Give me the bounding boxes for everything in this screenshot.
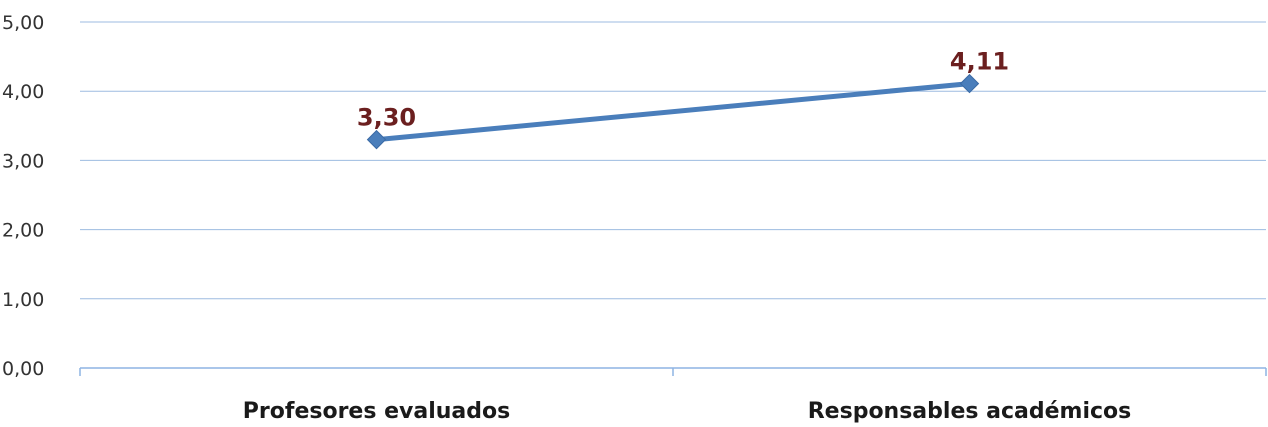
data-label: 3,30: [357, 104, 416, 132]
y-tick-label: 4,00: [2, 81, 44, 103]
y-tick-label: 2,00: [2, 220, 44, 242]
y-tick-label: 1,00: [2, 289, 44, 311]
data-labels: 3,30 4,11: [357, 48, 1009, 132]
x-tick-label: Profesores evaluados: [243, 399, 510, 424]
y-tick-label: 5,00: [2, 12, 44, 34]
x-tick-label: Responsables académicos: [808, 399, 1132, 424]
y-axis-tick-labels: 0,00 1,00 2,00 3,00 4,00 5,00: [2, 12, 44, 380]
y-tick-label: 0,00: [2, 358, 44, 380]
data-point-marker: [366, 129, 387, 150]
gridlines: [80, 21, 1266, 300]
data-point-marker: [959, 73, 980, 94]
x-axis: [79, 367, 1267, 376]
series-line: [374, 81, 972, 143]
x-axis-tick-labels: Profesores evaluados Responsables académi…: [243, 399, 1131, 424]
y-tick-label: 3,00: [2, 150, 44, 172]
series: [366, 73, 980, 150]
data-label: 4,11: [950, 48, 1009, 76]
